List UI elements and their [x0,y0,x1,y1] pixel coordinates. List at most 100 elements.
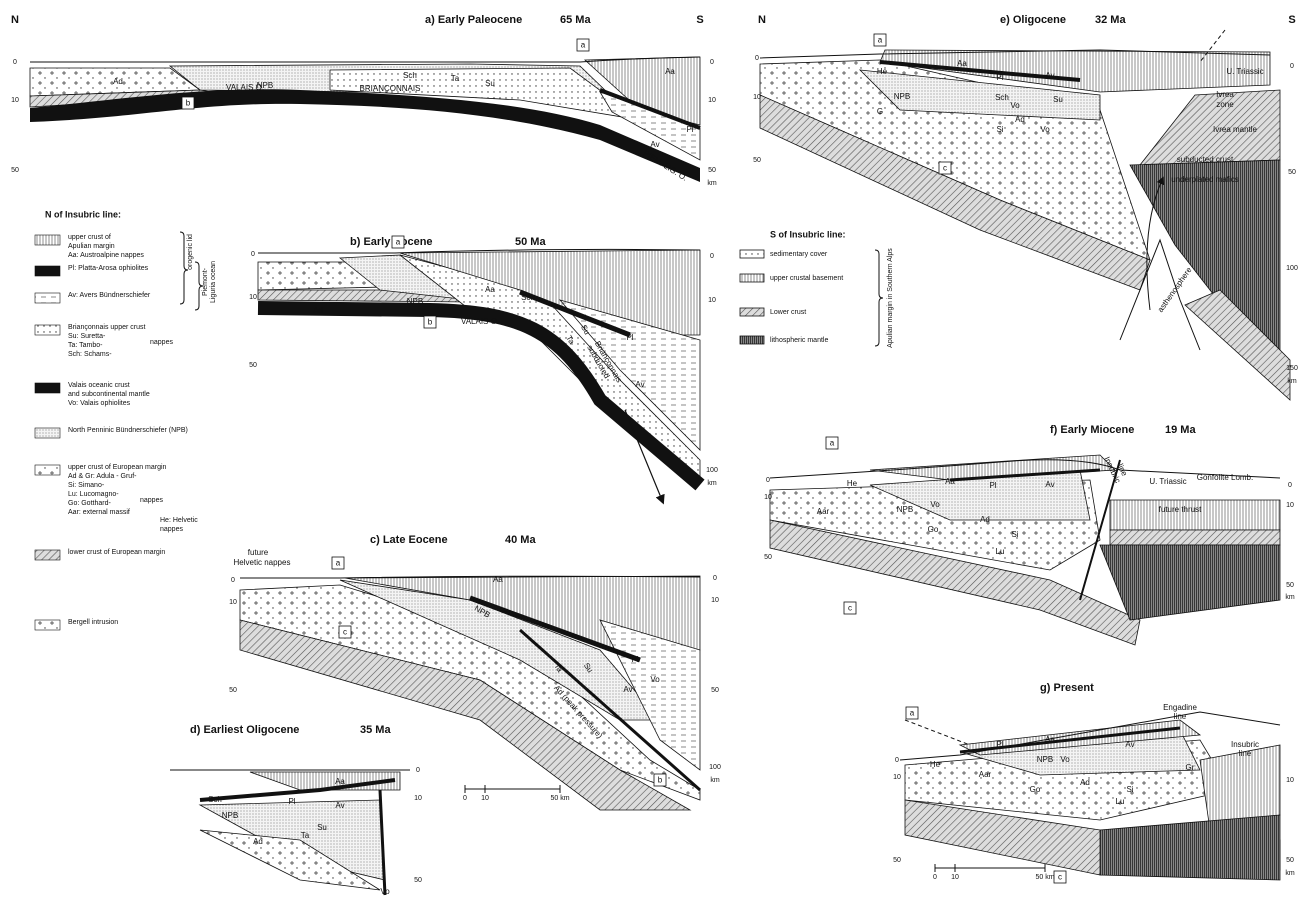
marker-label: b [658,776,663,785]
unit-label: Av [1045,71,1054,80]
surface [258,248,701,254]
section-c [239,575,701,811]
unit-label: Ad [980,515,990,524]
unit-label: VALAIS O. [226,83,264,92]
depth-label: 0 [755,55,759,62]
unit-label: BRIANÇONNAIS [360,84,421,93]
unit-label: Engadine [1163,703,1197,712]
unit-label: Vo [1040,125,1050,134]
panel-age: 35 Ma [360,724,391,736]
unit-label: Aar [817,507,830,516]
unit-label: He [847,479,858,488]
depth-label: 10 [249,294,257,301]
depth-unit: km [1285,870,1295,877]
surface [899,711,1281,761]
depth-label: 0 [713,575,717,582]
unit-label: NPB [257,81,273,90]
legend-text: Ad & Gr: Adula - Gruf- [68,473,137,480]
unit-label: Ta [451,74,460,83]
depth-label: 10 [1286,777,1294,784]
panel-title: g) Present [1040,682,1094,694]
flow-arrow [1146,176,1165,311]
section-a [29,56,701,182]
legend-text: Si: Simano- [68,482,105,489]
depth-label: 0 [251,251,255,258]
avers [558,299,701,451]
section-g [899,711,1281,881]
platta-ophiolite [879,60,1081,82]
legend-swatch [34,234,61,246]
marker-box [576,38,590,52]
depth-label: 10 [229,599,237,606]
depth-label: 50 [11,167,19,174]
unit-label: future [248,548,269,557]
marker-box [938,161,952,175]
unit-label: Aa [957,59,967,68]
scale-bar [934,864,1046,872]
unit-label: Aa [485,285,495,294]
depth-label: 0 [416,767,420,774]
unit-label: Vo [650,675,660,684]
bracket-label: Liguria ocean [210,261,217,303]
unit-label: Vo [1010,101,1020,110]
unit-label: Vo [380,887,390,896]
depth-unit: km [1287,378,1297,385]
depth-label: 50 [1286,857,1294,864]
unit-label: Sch [403,71,417,80]
apulian-slab [1184,289,1291,401]
depth-unit: km [1285,594,1295,601]
unit-label: Ivrea [1216,90,1234,99]
legend-text: Aar: external massif [68,509,130,516]
unit-label: Ad [1080,778,1090,787]
asthenosphere-wedge [1119,238,1201,351]
scale-label: 10 [951,874,959,881]
legend-text: upper crust of European margin [68,464,167,471]
platta-ophiolite [519,289,631,338]
marker-label: a [830,439,835,448]
section-f [769,454,1281,646]
marker-box [423,315,437,329]
marker-box [1053,870,1067,884]
depth-label: 10 [11,97,19,104]
unit-label: Ad [1015,115,1025,124]
scale-label: 0 [463,795,467,802]
unit-label: Ad [113,77,123,86]
unit-label: Gonfolite Lomb. [1197,473,1253,482]
bracket [874,249,884,347]
legend-text: Briançonnais upper crust [68,324,145,331]
unit-label: line [1239,749,1252,758]
depth-label: 50 [711,687,719,694]
legend-note: He: Helvetic [160,517,198,524]
unit-label: Ad [313,306,323,315]
marker-label: c [848,604,852,613]
unit-label: Si [996,125,1003,134]
legend-note: nappes [150,339,173,346]
legend-text: Su: Suretta- [68,333,106,340]
scale-label: 50 km [1035,874,1054,881]
unit-label: Su [485,79,495,88]
unit-label: Gr [1186,763,1195,772]
depth-label: 50 [414,877,422,884]
depth-label: 10 [711,597,719,604]
surface [759,49,1271,59]
marker-box [181,96,195,110]
unit-label: future thrust [1159,505,1202,514]
swatch [739,335,765,345]
unit-label: Ta [301,831,310,840]
bracket-label: Apulian margin in Southern Alps [887,248,894,348]
unit-label: Sch [521,293,535,302]
scale-label: 10 [481,795,489,802]
unit-label: He [877,67,888,76]
unit-label: Aa [493,575,503,584]
marker-label: a [910,709,915,718]
marker-box [391,235,405,249]
depth-label: 0 [895,757,899,764]
panel-age: 65 Ma [560,14,591,26]
south-label: S [696,14,703,26]
southern-alps-lower-crust [1109,529,1281,546]
legend-text: Lu: Lucomagno- [68,491,119,498]
depth-label: 10 [753,94,761,101]
depth-label: 0 [710,253,714,260]
surface [30,56,701,63]
